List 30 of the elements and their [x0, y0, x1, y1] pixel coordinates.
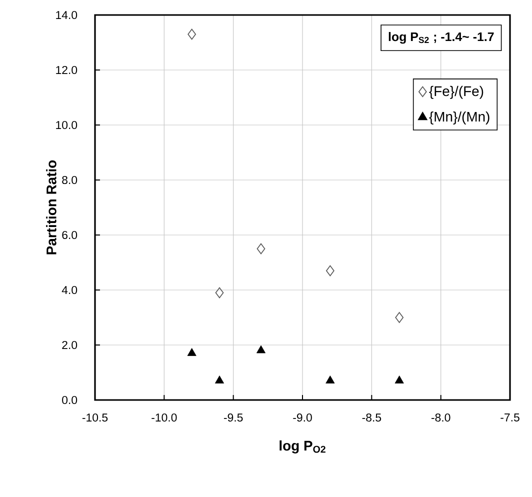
x-tick-label: -10.0 [152, 413, 177, 422]
x-tick-label: -9.5 [224, 413, 243, 422]
x-tick-label: -8.0 [431, 413, 450, 422]
legend-label: {Mn}/(Mn) [429, 111, 490, 124]
x-tick-label: -10.5 [82, 413, 108, 422]
y-tick-label: 2.0 [62, 340, 78, 350]
y-tick-label: 0.0 [62, 396, 78, 404]
x-tick-label: -8.5 [362, 413, 382, 422]
y-tick-label: 6.0 [62, 230, 78, 240]
point [188, 28, 196, 40]
y-tick-label: 10.0 [56, 120, 78, 130]
point [187, 348, 196, 356]
x-axis-title: log P$_{O2}$ [280, 440, 326, 454]
point [326, 376, 335, 384]
y-tick-label: 8.0 [62, 176, 78, 184]
y-axis-title: Partition Ratio [46, 160, 56, 254]
point [256, 243, 266, 254]
point [326, 265, 334, 276]
y-tick-label: 14.0 [56, 10, 78, 20]
annotation: log P$_{S2}$ ; -1.4~ -1.7 [388, 32, 494, 44]
point [395, 312, 404, 323]
x-tick-label: -9.0 [293, 413, 312, 422]
y-tick-label: 4.0 [62, 286, 78, 294]
point [256, 345, 266, 354]
y-tick-label: 12.0 [56, 66, 78, 74]
point [215, 287, 224, 298]
legend-label: {Fe}/(Fe) [429, 86, 484, 99]
x-tick-label: -7.5 [500, 413, 520, 422]
point [214, 376, 224, 384]
point [394, 376, 404, 384]
